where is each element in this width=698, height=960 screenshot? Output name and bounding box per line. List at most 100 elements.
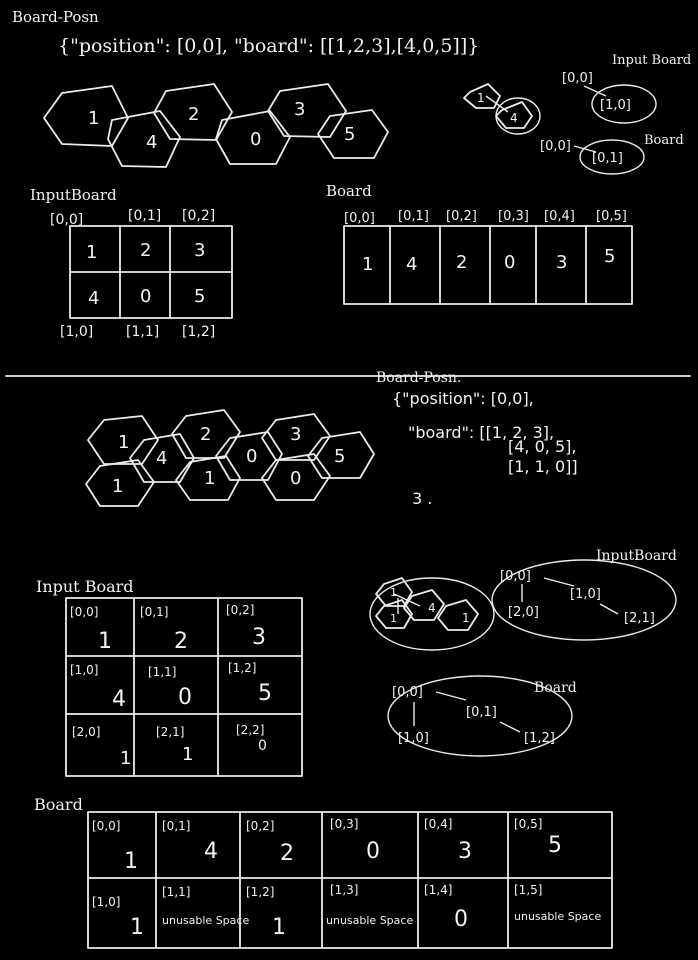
- bottom-board-coord-11: [1,1]: [162, 885, 190, 899]
- bottom-board-coord-01: [0,1]: [162, 819, 190, 833]
- top-board-cell-4: 3: [556, 252, 567, 273]
- bottom-hex-label-5: 0: [246, 446, 257, 467]
- bottom-hex-label-9: 1: [112, 476, 123, 497]
- top-board-coord-3: [0,3]: [498, 209, 529, 224]
- top-input-coord-01: [0,1]: [128, 208, 161, 224]
- bottom-input-cell-21: 1: [182, 744, 193, 765]
- bottom-input-graph-label: InputBoard: [596, 548, 677, 564]
- bottom-board-coord-13: [1,3]: [330, 883, 358, 897]
- bottom-input-cell-00: 1: [98, 629, 112, 654]
- top-board-coord-1: [0,1]: [398, 209, 429, 224]
- bottom-board-graph-b: [0,1]: [466, 705, 497, 720]
- top-input-coord-12: [1,2]: [182, 324, 215, 340]
- top-input-cell-10: 4: [88, 288, 99, 309]
- bottom-input-coord-00: [0,0]: [70, 605, 98, 619]
- bottom-board-cell-11: unusable Space: [162, 914, 249, 927]
- bottom-board-coord-04: [0,4]: [424, 817, 452, 831]
- top-board-cell-2: 2: [456, 252, 467, 273]
- bottom-hex-label-8: 5: [334, 446, 345, 467]
- bottom-input-coord-01: [0,1]: [140, 605, 168, 619]
- bottom-board-coord-00: [0,0]: [92, 819, 120, 833]
- top-board-coord-2: [0,2]: [446, 209, 477, 224]
- bottom-board-cell-02: 2: [280, 841, 294, 866]
- bottom-json-line-2: "board": [[1, 2, 3],: [408, 423, 554, 442]
- top-hex-label-6: 5: [344, 124, 355, 145]
- bottom-input-coord-20: [2,0]: [72, 725, 100, 739]
- bottom-hex-cluster: [85, 409, 375, 507]
- bottom-input-coord-10: [1,0]: [70, 663, 98, 677]
- bottom-hex-label-6: 3: [290, 424, 301, 445]
- bottom-board-grid: [87, 811, 613, 949]
- top-board-coord-0: [0,0]: [344, 211, 375, 226]
- bottom-mini-hex-cluster: [369, 577, 495, 651]
- bottom-board-cell-10: 1: [130, 915, 144, 940]
- top-mini-hexes: [463, 83, 541, 135]
- top-input-coord-00: [0,0]: [50, 212, 83, 228]
- top-board-table-label: Board: [326, 182, 372, 200]
- bottom-hex-label-2: 4: [156, 448, 167, 469]
- bottom-input-cell-02: 3: [252, 625, 266, 650]
- top-input-cell-02: 3: [194, 240, 205, 261]
- bottom-board-coord-02: [0,2]: [246, 819, 274, 833]
- bottom-board-coord-05: [0,5]: [514, 817, 542, 831]
- bottom-input-coord-11: [1,1]: [148, 665, 176, 679]
- bottom-input-graph-root: [0,0]: [500, 569, 531, 584]
- top-title: Board-Posn: [12, 8, 99, 26]
- top-board-coord-5: [0,5]: [596, 209, 627, 224]
- bottom-board-cell-01: 4: [204, 839, 218, 864]
- bottom-board-cell-03: 0: [366, 839, 380, 864]
- top-hex-label-2: 4: [146, 132, 157, 153]
- bottom-board-cell-04: 3: [458, 839, 472, 864]
- bottom-board-table-label: Board: [34, 795, 83, 814]
- bottom-board-coord-12: [1,2]: [246, 885, 274, 899]
- bottom-board-graph-c: [1,2]: [524, 731, 555, 746]
- bottom-mini-hex-2: 4: [428, 601, 436, 615]
- top-input-coord-11: [1,1]: [126, 324, 159, 340]
- bottom-trailing-mark: 3 .: [412, 489, 432, 508]
- top-input-coord-10: [1,0]: [60, 324, 93, 340]
- bottom-mini-hex-4: 1: [462, 611, 470, 625]
- bottom-board-cell-15: unusable Space: [514, 910, 601, 923]
- bottom-board-coord-14: [1,4]: [424, 883, 452, 897]
- bottom-input-graph-a: [2,0]: [508, 605, 539, 620]
- bottom-board-cell-12: 1: [272, 915, 286, 940]
- bottom-board-cell-00: 1: [124, 849, 138, 874]
- bottom-board-coord-15: [1,5]: [514, 883, 542, 897]
- top-board-cell-0: 1: [362, 254, 373, 275]
- top-board-graph-to: [0,1]: [592, 151, 623, 166]
- top-json: {"position": [0,0], "board": [[1,2,3],[4…: [58, 35, 479, 57]
- bottom-input-cell-01: 2: [174, 629, 188, 654]
- bottom-input-cell-11: 0: [178, 685, 192, 710]
- top-input-cell-11: 0: [140, 286, 151, 307]
- top-board-graph-from: [0,0]: [540, 139, 571, 154]
- top-input-coord-02: [0,2]: [182, 208, 215, 224]
- top-input-table-label: InputBoard: [30, 186, 117, 204]
- bottom-mini-hex-1: 1: [390, 586, 397, 599]
- top-hex-label-3: 2: [188, 104, 199, 125]
- bottom-input-graph-b: [1,0]: [570, 587, 601, 602]
- bottom-mini-hex-3: 1: [390, 612, 397, 625]
- bottom-board-coord-10: [1,0]: [92, 895, 120, 909]
- bottom-input-coord-22: [2,2]: [236, 723, 264, 737]
- top-mini-hex-2: 4: [510, 111, 518, 125]
- bottom-json-line-1: {"position": [0,0],: [392, 389, 534, 408]
- bottom-input-grid: [65, 597, 303, 777]
- bottom-input-table-label: Input Board: [36, 577, 134, 596]
- bottom-json-line-4: [1, 1, 0]]: [508, 457, 578, 476]
- top-input-cell-12: 5: [194, 286, 205, 307]
- top-board-cell-3: 0: [504, 252, 515, 273]
- bottom-input-cell-10: 4: [112, 687, 126, 712]
- top-input-grid: [69, 225, 233, 319]
- bottom-title: Board-Posn.: [376, 370, 461, 386]
- top-hex-label-1: 1: [88, 108, 99, 129]
- bottom-input-coord-21: [2,1]: [156, 725, 184, 739]
- top-board-graph-label: Board: [644, 133, 684, 148]
- top-hex-label-5: 3: [294, 99, 305, 120]
- top-mini-hex-1: 1: [477, 91, 485, 105]
- bottom-hex-label-4: 1: [204, 468, 215, 489]
- top-board-grid: [343, 225, 633, 305]
- bottom-board-coord-03: [0,3]: [330, 817, 358, 831]
- bottom-board-cell-13: unusable Space: [326, 914, 413, 927]
- top-board-cell-5: 5: [604, 246, 615, 267]
